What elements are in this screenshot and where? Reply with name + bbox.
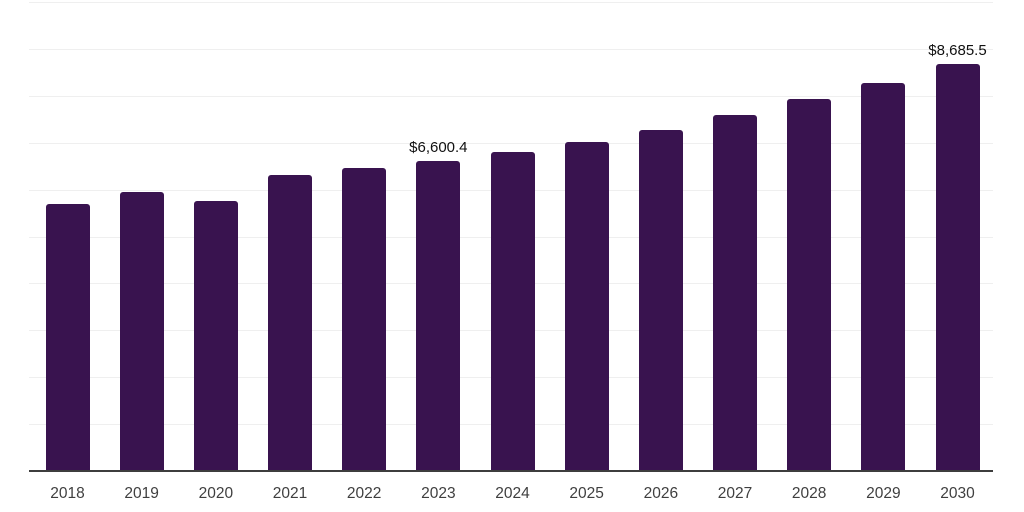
x-tick-2018: 2018 [50,485,85,502]
bar-2021[interactable] [268,175,312,471]
bar-2030[interactable] [935,63,980,471]
x-tick-2021: 2021 [272,485,308,502]
bar-value-label-2030: $8,685.5 [928,41,987,59]
x-tick-2025: 2025 [569,485,604,502]
x-tick-2029: 2029 [866,485,901,502]
bar-2029[interactable] [861,82,906,471]
x-tick-2019: 2019 [124,485,159,502]
x-axis-line [29,470,993,472]
bar-2024[interactable] [490,151,535,471]
x-tick-2022: 2022 [346,485,382,502]
bar-2028[interactable] [787,98,832,471]
bar-2019[interactable] [119,191,164,471]
x-tick-2027: 2027 [717,485,753,502]
x-tick-2030: 2030 [940,485,975,502]
x-tick-2028: 2028 [791,485,827,502]
x-tick-2023: 2023 [421,485,456,502]
bar-2018[interactable] [45,203,90,471]
bar-2025[interactable] [564,142,609,471]
bar-value-label-2023: $6,600.4 [409,139,468,157]
gridline-8000 [29,95,993,97]
gridline-9000 [29,48,993,50]
x-tick-2026: 2026 [643,485,679,502]
x-tick-2024: 2024 [495,485,530,502]
bar-2023[interactable] [416,161,461,471]
gridline-7000 [29,142,993,144]
bar-2020[interactable] [193,201,238,471]
x-tick-2020: 2020 [198,485,234,502]
bar-2022[interactable] [342,168,387,471]
bar-2027[interactable] [713,115,757,471]
bar-2026[interactable] [638,130,683,471]
gridline-10000 [29,2,993,3]
